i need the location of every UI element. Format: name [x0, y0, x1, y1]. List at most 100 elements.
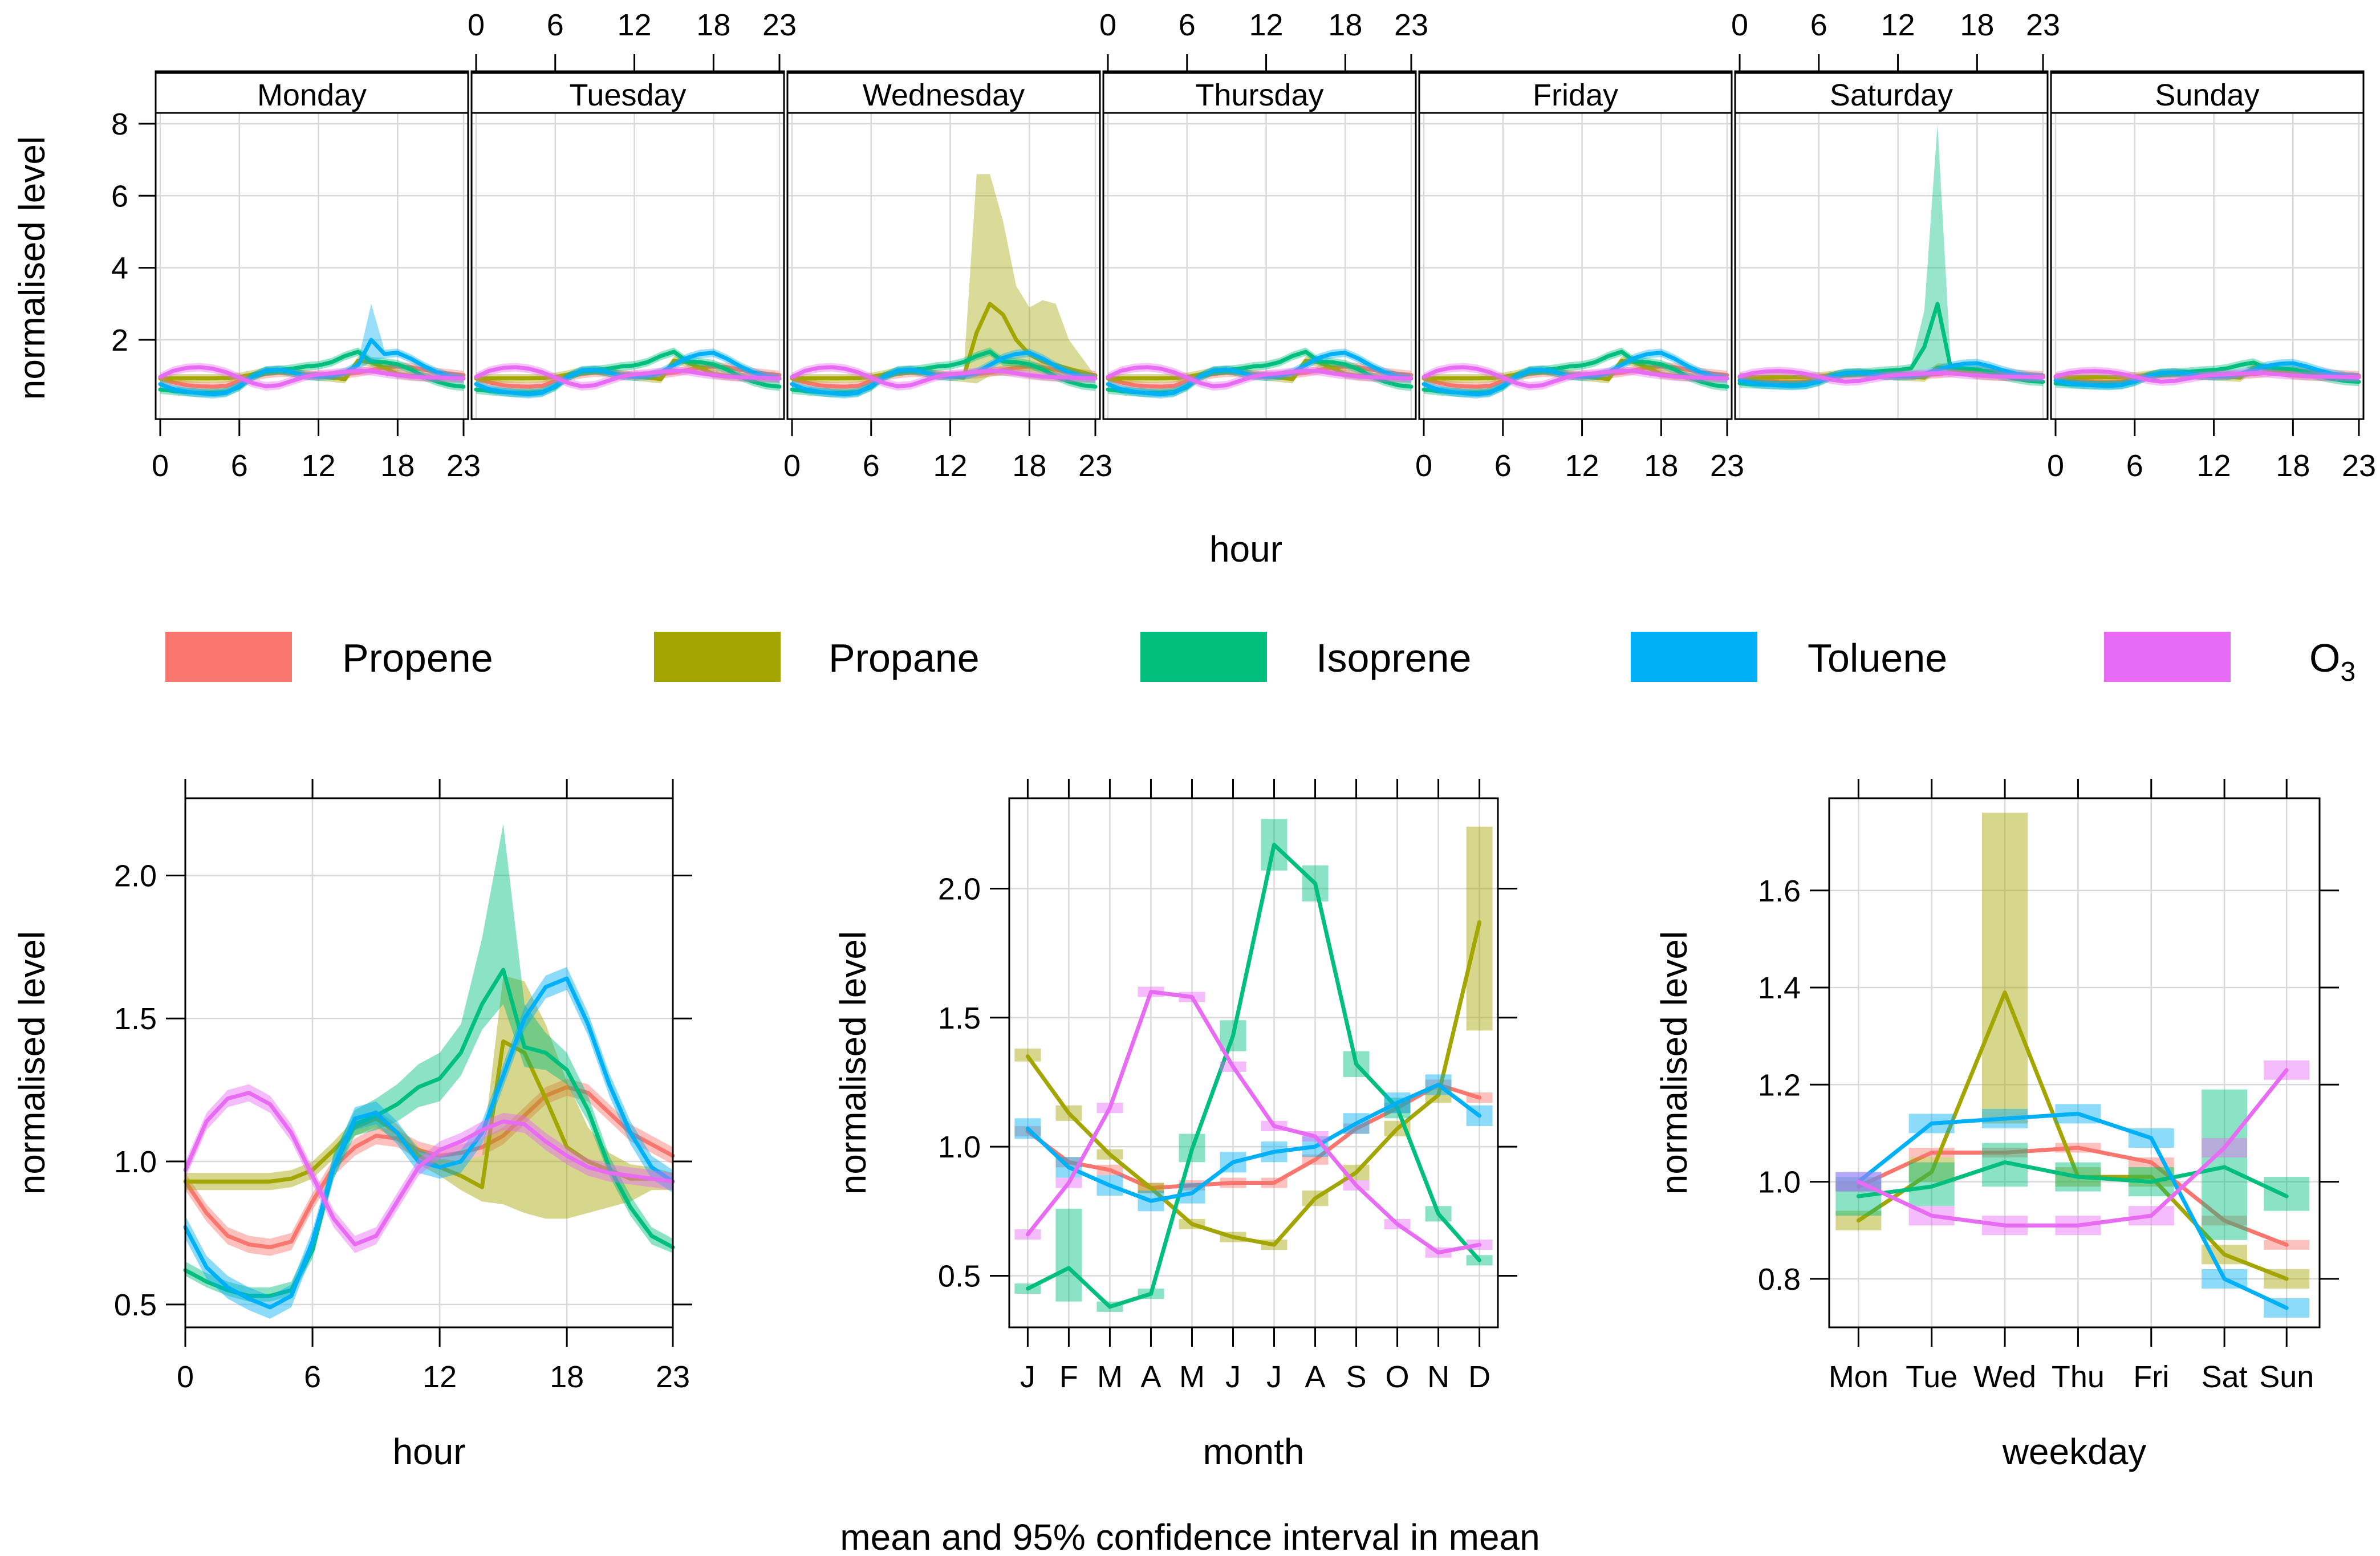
x-tick-label: 6 — [304, 1360, 321, 1394]
x-tick-label: 18 — [380, 449, 415, 483]
month-chart: 0.51.01.52.0J F M A M J J A S O N Dmonthnormalised … — [832, 779, 1517, 1472]
strip-label: Friday — [1533, 78, 1618, 112]
panel-friday: Friday 0 6 12 18 23 — [1415, 70, 1744, 483]
panel-frame — [1734, 112, 2049, 420]
ci-block-isoprene — [2264, 1177, 2310, 1211]
x-tick-label: 6 — [1810, 8, 1827, 42]
series-line-o3 — [790, 365, 1098, 388]
panel-sunday: Sunday 0 6 12 18 23 — [2047, 70, 2376, 483]
x-tick-label: A — [1140, 1360, 1161, 1394]
footer-caption: mean and 95% confidence interval in mean — [840, 1517, 1540, 1556]
series-line-toluene — [183, 976, 675, 1310]
x-tick-label: 12 — [423, 1360, 457, 1394]
panel-frame — [155, 112, 469, 420]
legend-swatch-isoprene — [1140, 632, 1267, 682]
ci-block-isoprene — [1055, 1208, 1082, 1302]
strip-label: Tuesday — [569, 78, 686, 112]
series-line-propane — [1025, 920, 1482, 1247]
x-tick-label: 23 — [1078, 449, 1112, 483]
panel-saturday: Saturday 0 6 12 18 23 — [1731, 8, 2060, 420]
x-tick-label: J — [1020, 1360, 1035, 1394]
y-tick-label: 0.8 — [1758, 1262, 1801, 1297]
panel-frame — [470, 112, 785, 420]
ci-block-isoprene — [1908, 1162, 1955, 1206]
x-tick-label: 6 — [547, 8, 564, 42]
y-axis-title: normalised level — [1654, 931, 1695, 1195]
x-tick-label: 18 — [550, 1360, 584, 1394]
y-tick-label: 1.0 — [938, 1130, 981, 1164]
legend-swatch-propene — [165, 632, 292, 682]
x-tick-label: 6 — [231, 449, 248, 483]
x-tick-label: 0 — [1731, 8, 1748, 42]
series-line-propene — [1025, 1083, 1482, 1191]
x-tick-label: 23 — [1394, 8, 1428, 42]
plot-frame — [1828, 797, 2321, 1329]
x-tick-label: N — [1427, 1360, 1449, 1394]
x-tick-label: 0 — [2047, 449, 2064, 483]
ci-band-isoprene — [160, 347, 464, 397]
x-tick-label: Fri — [2133, 1360, 2169, 1394]
x-tick-label: 23 — [762, 8, 797, 42]
strip — [786, 70, 1101, 114]
x-tick-label: 18 — [1328, 8, 1362, 42]
series-line-isoprene — [1856, 1160, 2289, 1199]
x-tick-label: J — [1266, 1360, 1282, 1394]
series-line-o3 — [1737, 369, 2045, 384]
top-x-axis-title: hour — [1209, 529, 1282, 570]
x-tick-label: Sat — [2202, 1360, 2248, 1394]
series-line-o3 — [1025, 990, 1482, 1255]
x-tick-label: 23 — [2026, 8, 2060, 42]
strip — [1734, 70, 2049, 114]
x-tick-label: 0 — [783, 449, 801, 483]
x-tick-label: 0 — [1415, 449, 1432, 483]
strip-label: Saturday — [1830, 78, 1953, 112]
series-line-isoprene — [1025, 843, 1482, 1309]
x-tick-label: 12 — [618, 8, 652, 42]
x-tick-label: Sun — [2259, 1360, 2314, 1394]
x-tick-label: O — [1386, 1360, 1410, 1394]
x-tick-label: 12 — [1881, 8, 1915, 42]
y-tick-label: 2 — [111, 323, 128, 357]
legend-label-propene: Propene — [342, 636, 493, 680]
series-line-o3 — [158, 365, 466, 388]
x-tick-label: M — [1179, 1360, 1205, 1394]
series-line-toluene — [1025, 1083, 1482, 1203]
ci-band-isoprene — [476, 347, 779, 397]
y-tick-label: 1.0 — [1758, 1165, 1801, 1200]
panel-tuesday: Tuesday 0 6 12 18 23 — [468, 8, 797, 420]
legend-swatch-o — [2104, 632, 2231, 682]
y-tick-label: 4 — [111, 251, 128, 286]
x-tick-label: A — [1305, 1360, 1326, 1394]
ci-band-isoprene — [1740, 124, 2043, 390]
y-tick-label: 6 — [111, 179, 128, 213]
series-line-o3 — [183, 1091, 675, 1246]
x-tick-label: Tue — [1906, 1360, 1957, 1394]
strip-label: Sunday — [2155, 78, 2259, 112]
ci-band-isoprene — [1424, 347, 1727, 397]
y-tick-label: 2.0 — [938, 872, 981, 906]
y-tick-label: 2.0 — [114, 859, 157, 893]
y-tick-label: 1.5 — [114, 1002, 157, 1036]
strip — [470, 70, 785, 114]
top-y-axis-title: normalised level — [11, 136, 52, 400]
x-tick-label: 12 — [933, 449, 968, 483]
strip-label: Thursday — [1195, 78, 1323, 112]
x-axis-title: hour — [392, 1431, 465, 1472]
series-line-propene — [1856, 1145, 2289, 1247]
x-tick-label: 0 — [152, 449, 169, 483]
legend: Propene Propane Isoprene Toluene O3 — [165, 632, 2355, 687]
ci-band-isoprene — [792, 347, 1095, 397]
x-tick-label: 6 — [2126, 449, 2143, 483]
y-tick-label: 0.5 — [938, 1259, 981, 1293]
panel-monday: Monday 0 6 12 18 23 — [152, 70, 481, 483]
x-tick-label: J — [1225, 1360, 1241, 1394]
x-tick-label: 23 — [446, 449, 481, 483]
x-tick-label: 12 — [302, 449, 336, 483]
x-tick-label: 0 — [468, 8, 485, 42]
legend-label-toluene: Toluene — [1808, 636, 1947, 680]
x-tick-label: 23 — [1710, 449, 1744, 483]
panel-wednesday: Wednesday 0 6 12 18 23 — [783, 70, 1112, 483]
y-tick-label: 0.5 — [114, 1288, 157, 1322]
panel-frame — [786, 112, 1101, 420]
